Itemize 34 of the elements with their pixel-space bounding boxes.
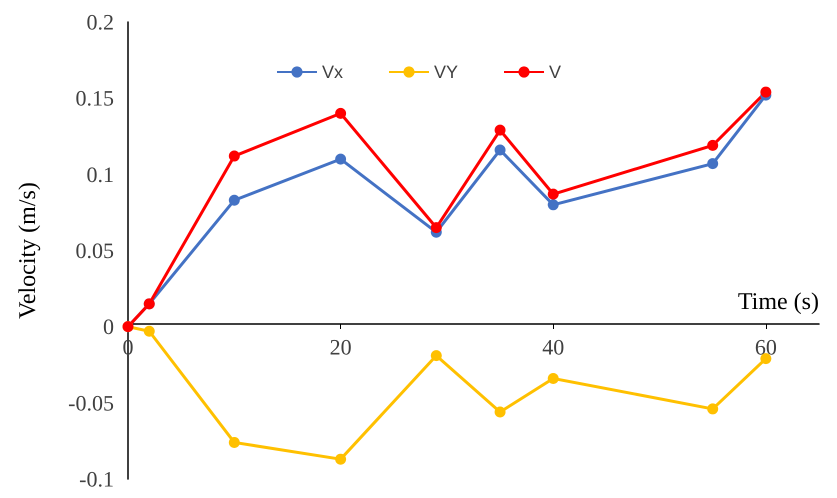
point xyxy=(760,86,772,98)
y-tick-label: 0.1 xyxy=(86,162,114,187)
point xyxy=(144,326,155,337)
legend-label: V xyxy=(549,62,562,82)
point xyxy=(548,372,559,384)
point xyxy=(707,158,718,170)
point xyxy=(494,124,506,136)
point xyxy=(548,188,559,200)
point xyxy=(430,350,442,362)
point xyxy=(707,403,718,414)
y-tick-label: -0.05 xyxy=(68,390,114,416)
point xyxy=(335,154,346,165)
y-tick-label: 0.05 xyxy=(76,238,114,263)
point xyxy=(335,108,346,119)
y-tick-label: 0.15 xyxy=(76,86,114,111)
y-tick-label: 0.2 xyxy=(86,10,114,34)
legend-label: VY xyxy=(434,62,458,82)
x-tick-label: 20 xyxy=(330,334,352,360)
x-axis-title: Time (s) xyxy=(738,289,819,315)
point xyxy=(494,144,506,156)
point xyxy=(228,194,240,206)
point xyxy=(335,454,346,465)
x-tick-label: 40 xyxy=(542,334,564,360)
point xyxy=(548,199,559,210)
y-axis-title: Velocity (m/s) xyxy=(15,182,41,319)
y-tick-label: -0.1 xyxy=(79,466,114,492)
point xyxy=(228,436,240,448)
point xyxy=(707,140,718,151)
point xyxy=(494,406,506,418)
point xyxy=(430,222,442,234)
x-tick-label: 60 xyxy=(754,334,777,360)
y-tick-label: 0 xyxy=(103,314,114,340)
point xyxy=(228,150,240,162)
legend-label: Vx xyxy=(322,62,344,82)
